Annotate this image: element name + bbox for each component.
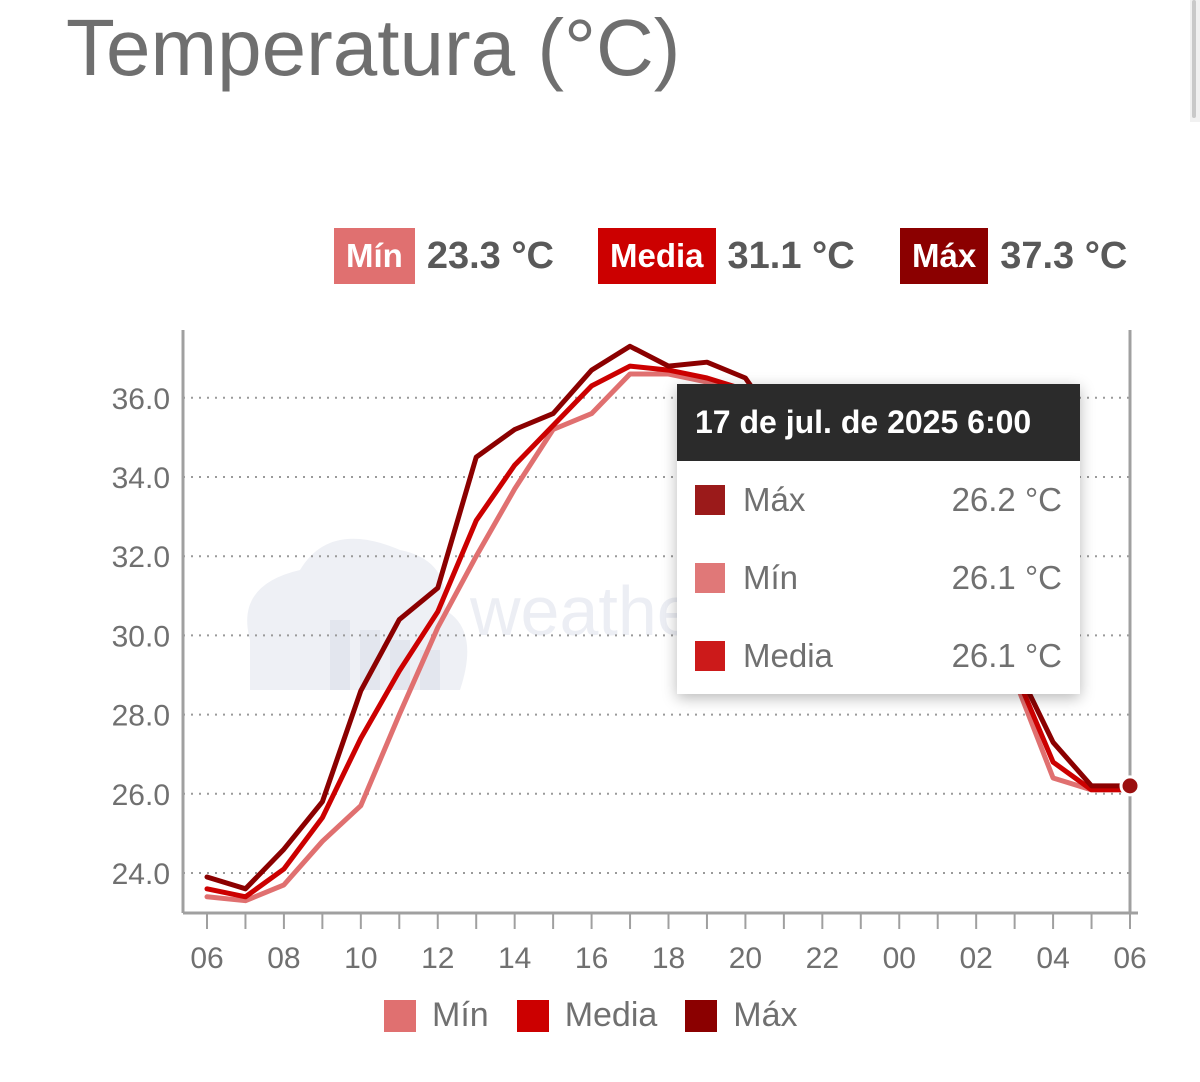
y-axis-labels: 24.0 26.0 28.0 30.0 32.0 34.0 36.0	[112, 383, 170, 891]
y-tick-label: 30.0	[112, 620, 170, 653]
chart-grid	[183, 396, 1130, 874]
tooltip-header: 17 de jul. de 2025 6:00	[677, 384, 1080, 461]
y-tick-label: 28.0	[112, 700, 170, 733]
summary-mean: Media 31.1 °C	[598, 228, 855, 284]
x-tick-label: 06	[1113, 942, 1146, 975]
highlight-point	[1119, 775, 1141, 797]
tooltip-swatch-min	[695, 563, 725, 593]
summary-max-badge: Máx	[900, 228, 989, 284]
summary-min-value: 23.3 °C	[426, 234, 554, 277]
legend-item-max[interactable]: Máx	[685, 996, 798, 1035]
x-tick-label: 00	[883, 942, 916, 975]
tooltip-swatch-max	[695, 485, 725, 515]
y-tick-label: 36.0	[112, 383, 170, 416]
legend-swatch-mean	[516, 999, 549, 1032]
x-tick-label: 16	[575, 942, 608, 975]
tooltip-label-mean: Media	[743, 637, 833, 674]
legend-label-mean: Media	[564, 996, 658, 1034]
tooltip-value-min: 26.1 °C	[951, 559, 1062, 596]
chart-tooltip: 17 de jul. de 2025 6:00 Máx 26.2 °C Mín …	[677, 384, 1080, 694]
legend-swatch-min	[384, 999, 416, 1032]
x-tick-label: 04	[1036, 942, 1069, 975]
summary-min: Mín 23.3 °C	[334, 228, 554, 284]
tooltip-label-min: Mín	[743, 559, 799, 596]
tooltip-value-mean: 26.1 °C	[951, 637, 1062, 674]
tooltip-swatch-mean	[695, 641, 725, 671]
tooltip-row-mean: Media 26.1 °C	[695, 636, 1062, 676]
x-tick-label: 06	[190, 942, 223, 975]
y-tick-label: 26.0	[112, 779, 170, 812]
legend-label-min: Mín	[432, 996, 489, 1034]
x-tick-label: 08	[267, 942, 300, 975]
legend-item-mean[interactable]: Media	[516, 996, 658, 1035]
chart-legend: Mín Media Máx	[384, 996, 826, 1035]
summary-max: Máx 37.3 °C	[900, 228, 1127, 284]
scrollbar-thumb[interactable]	[1192, 0, 1196, 118]
x-tick-label: 18	[652, 942, 685, 975]
y-tick-label: 32.0	[112, 541, 170, 574]
x-tick-label: 02	[959, 942, 992, 975]
x-tick-label: 22	[806, 942, 839, 975]
tooltip-label-max: Máx	[743, 481, 806, 518]
x-axis-labels: 06 08 10 12 14 16 18 20 22 00 02 04 06	[190, 942, 1146, 975]
watermark-bar-icon	[330, 620, 350, 690]
y-tick-label: 34.0	[112, 462, 170, 495]
summary-min-badge: Mín	[334, 228, 415, 284]
legend-item-min[interactable]: Mín	[384, 996, 489, 1035]
summary-mean-badge: Media	[598, 228, 716, 284]
x-tick-label: 10	[344, 942, 377, 975]
legend-swatch-max	[685, 999, 718, 1032]
summary-max-value: 37.3 °C	[1000, 234, 1128, 277]
page-title: Temperatura (°C)	[66, 3, 681, 92]
summary-mean-value: 31.1 °C	[727, 234, 855, 277]
tooltip-row-max: Máx 26.2 °C	[695, 480, 1062, 520]
tooltip-value-max: 26.2 °C	[951, 481, 1062, 518]
tooltip-row-min: Mín 26.1 °C	[695, 558, 1062, 598]
x-tick-label: 14	[498, 942, 531, 975]
y-tick-label: 24.0	[112, 858, 170, 891]
chart-axes	[181, 330, 1138, 929]
x-tick-label: 20	[729, 942, 762, 975]
legend-label-max: Máx	[733, 996, 798, 1034]
x-tick-label: 12	[421, 942, 454, 975]
watermark-bar-icon	[360, 630, 380, 690]
